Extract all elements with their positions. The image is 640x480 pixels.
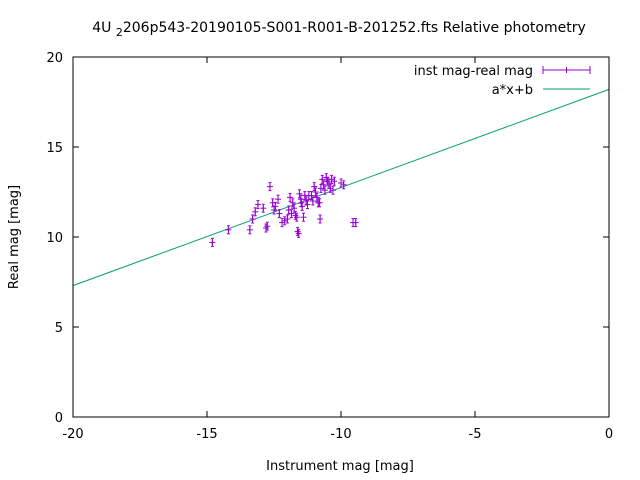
- y-tick-label: 0: [55, 411, 63, 426]
- x-tick-label: -20: [62, 427, 83, 442]
- y-axis-label: Real mag [mag]: [7, 185, 22, 289]
- data-point: [209, 237, 216, 247]
- data-point: [299, 201, 306, 211]
- y-tick-label: 10: [46, 231, 63, 246]
- data-point: [320, 180, 327, 190]
- data-point: [276, 209, 283, 219]
- data-point: [260, 203, 267, 213]
- data-point: [319, 174, 326, 184]
- data-point: [295, 228, 302, 238]
- data-point: [311, 182, 318, 192]
- chart-title: 4U 2206p543-20190105-S001-R001-B-201252.…: [92, 20, 586, 39]
- data-point: [338, 178, 344, 188]
- data-point: [288, 209, 295, 219]
- data-point: [246, 225, 253, 235]
- x-axis-label: Instrument mag [mag]: [266, 459, 414, 474]
- data-point: [249, 214, 256, 224]
- data-point: [293, 212, 300, 222]
- data-point: [225, 225, 232, 235]
- data-point: [329, 185, 336, 195]
- data-point: [264, 221, 271, 231]
- data-point: [252, 207, 259, 217]
- plot-area: -20 -15 -10 -5 0 0 5 10 15 20: [46, 51, 613, 442]
- data-point: [340, 180, 347, 190]
- data-point: [279, 218, 286, 228]
- data-point: [328, 174, 335, 184]
- data-point: [262, 223, 269, 233]
- y-tick-label: 5: [55, 321, 63, 336]
- data-point: [304, 200, 311, 210]
- data-point: [312, 187, 319, 197]
- data-point: [287, 192, 294, 202]
- y-tick-label: 15: [46, 141, 63, 156]
- data-point: [254, 200, 261, 210]
- data-point: [294, 227, 301, 237]
- plot-frame: [72, 56, 610, 418]
- data-point: [352, 218, 359, 228]
- legend: inst mag-real mag a*x+b: [414, 64, 591, 98]
- data-point: [313, 192, 320, 202]
- y-tick-label: 20: [46, 51, 63, 66]
- data-point: [331, 176, 338, 186]
- data-point: [284, 214, 291, 224]
- data-point: [316, 198, 323, 208]
- x-tick-label: -15: [196, 427, 217, 442]
- data-point: [296, 189, 303, 199]
- x-tick-label: 0: [605, 427, 613, 442]
- x-tick-label: -10: [330, 427, 351, 442]
- x-tick-label: -5: [469, 427, 482, 442]
- legend-label-fit: a*x+b: [492, 83, 533, 98]
- data-point: [309, 196, 316, 206]
- data-point: [317, 214, 324, 224]
- data-point: [300, 212, 307, 222]
- data-point: [308, 191, 315, 201]
- data-point: [281, 216, 288, 226]
- data-point: [266, 182, 273, 192]
- data-point: [275, 194, 282, 204]
- data-point: [272, 201, 279, 211]
- data-point: [321, 185, 328, 195]
- legend-label-inst-mag: inst mag-real mag: [414, 64, 533, 79]
